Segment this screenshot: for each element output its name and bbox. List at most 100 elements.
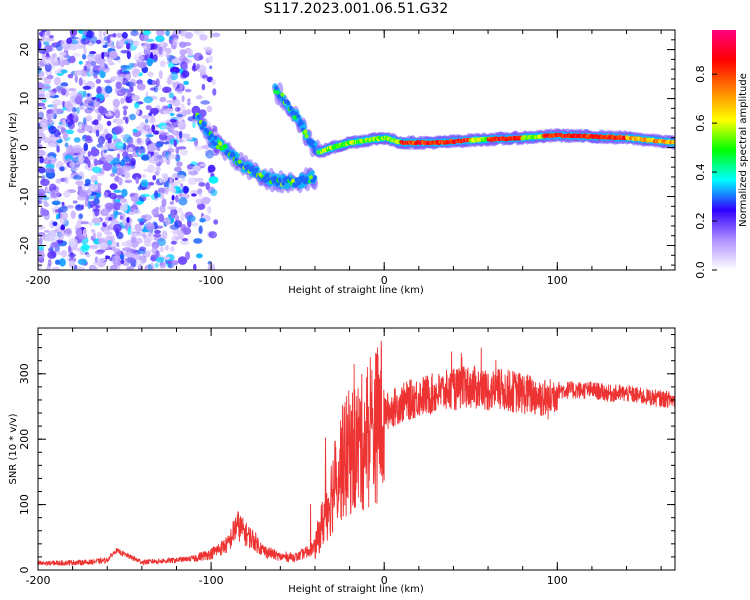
spectrogram-noise-blob (92, 166, 102, 173)
spectrogram-peak (234, 157, 238, 162)
spectrogram-noise-blob (170, 122, 177, 129)
spectrogram-noise-blob (143, 96, 153, 104)
spectrogram-noise-blob (78, 213, 83, 219)
spectrogram-noise-blob (113, 189, 122, 193)
spectrogram-noise-blob (53, 76, 61, 86)
spectrogram-noise-blob (65, 118, 75, 125)
spectrogram-noise-blob (51, 200, 61, 206)
spectrogram-noise-blob (125, 65, 133, 70)
spectrogram-noise-blob (119, 198, 127, 203)
spectrogram-noise-blob (113, 210, 118, 219)
spectrogram-noise-blob (72, 116, 79, 123)
spectrogram-noise-blob (131, 233, 140, 237)
spectrogram-peak (309, 175, 314, 180)
spectrogram-noise-blob (48, 156, 55, 161)
x-tick-label: -100 (199, 274, 224, 287)
spectrogram-noise-blob (151, 208, 160, 216)
spectrogram-noise-blob (120, 134, 127, 139)
spectrogram-noise-blob (65, 145, 76, 155)
spectrogram-noise-blob (181, 227, 192, 235)
spectrogram-peak (294, 177, 299, 182)
spectrogram-noise-blob (114, 109, 121, 119)
spectrogram-noise-blob (185, 109, 192, 115)
spectrogram-noise-blob (174, 221, 179, 227)
spectrogram-noise-blob (127, 226, 131, 236)
spectrogram-noise-blob (130, 30, 139, 37)
colorbar-tick-label: 0.2 (694, 212, 707, 230)
spectrogram-noise-blob (90, 35, 98, 44)
spectrogram-noise-blob (38, 200, 42, 204)
spectrogram-noise-blob (198, 225, 203, 234)
spectrogram-noise-blob (123, 109, 127, 116)
spectrogram-noise-blob (80, 38, 91, 45)
spectrogram-noise-blob (90, 229, 96, 233)
spectrogram-noise-blob (177, 107, 181, 112)
spectrogram-noise-blob (115, 141, 125, 150)
spectrogram-noise-blob (120, 49, 130, 54)
spectrogram-noise-blob (194, 145, 204, 151)
spectrogram-noise-blob (196, 63, 200, 70)
spectrogram-noise-blob (135, 259, 144, 269)
spectrogram-noise-blob (82, 228, 87, 238)
spectrogram-noise-blob (129, 78, 137, 88)
spectrogram-noise-blob (87, 159, 91, 168)
spectrogram-noise-blob (148, 263, 152, 270)
spectrogram-peak (274, 86, 279, 91)
spectrogram-noise-blob (157, 238, 166, 247)
spectrogram-noise-blob (86, 188, 92, 196)
spectrogram-noise-blob (206, 105, 213, 113)
spectrogram-noise-blob (164, 108, 174, 114)
spectrogram-noise-blob (145, 119, 149, 124)
spectrogram-noise-blob (198, 182, 206, 187)
spectrogram-noise-blob (166, 61, 170, 65)
spectrogram-noise-blob (71, 245, 78, 251)
spectrogram-noise-blob (93, 119, 99, 126)
spectrogram-noise-blob (113, 248, 122, 256)
spectrogram-noise-blob (90, 174, 98, 183)
spectrogram-noise-blob (96, 182, 102, 187)
snr-y-axis: 0 100 200 300 (18, 334, 675, 574)
spectrogram-noise-blob (176, 119, 183, 127)
spectrogram-noise-blob (106, 120, 112, 127)
spectrogram-noise-blob (96, 231, 103, 240)
spectrogram-core (234, 152, 240, 159)
spectrogram-noise-blob (154, 158, 158, 162)
spectrogram-noise-blob (110, 242, 119, 248)
spectrogram-noise-blob (147, 59, 157, 63)
spectrogram-peak (304, 133, 309, 139)
spectrogram-noise-blob (122, 116, 128, 121)
spectrogram-noise-blob (78, 60, 83, 65)
spectrogram-noise-blob (43, 77, 52, 86)
spectrogram-noise-blob (132, 41, 140, 47)
spectrogram-noise-blob (184, 58, 192, 64)
spectrogram-noise-blob (77, 258, 88, 265)
spectrogram-noise-blob (105, 255, 111, 260)
spectrogram-noise-blob (38, 67, 42, 74)
spectrogram-noise-blob (168, 92, 174, 99)
spectrogram-noise-blob (89, 69, 94, 76)
spectrogram-noise-blob (178, 130, 183, 139)
spectrogram-noise-blob (128, 147, 133, 152)
spectrogram-noise-blob (43, 41, 50, 46)
spectrogram-noise-blob (158, 213, 164, 223)
spectrogram-noise-blob (76, 106, 80, 115)
spectrogram-noise-blob (159, 261, 165, 267)
spectrogram-noise-blob (181, 63, 188, 71)
spectrogram-peak (296, 114, 301, 119)
spectrogram-x-axis-title: Height of straight line (km) (288, 285, 424, 296)
spectrogram-noise-blob (200, 69, 207, 75)
spectrogram-noise-blob (187, 177, 197, 185)
spectrogram-peak (312, 175, 317, 180)
spectrogram-noise-blob (68, 260, 75, 269)
spectrogram-noise-blob (45, 266, 51, 270)
spectrogram-noise-blob (129, 113, 137, 121)
spectrogram-noise-blob (176, 161, 183, 167)
spectrogram-noise-blob (192, 165, 201, 173)
spectrogram-noise-blob (174, 179, 182, 185)
spectrogram-noise-blob (122, 105, 129, 110)
spectrogram-noise-blob (144, 238, 152, 247)
spectrogram-noise-blob (153, 85, 159, 93)
spectrogram-noise-blob (93, 75, 98, 79)
x-tick-label: 100 (547, 574, 568, 587)
